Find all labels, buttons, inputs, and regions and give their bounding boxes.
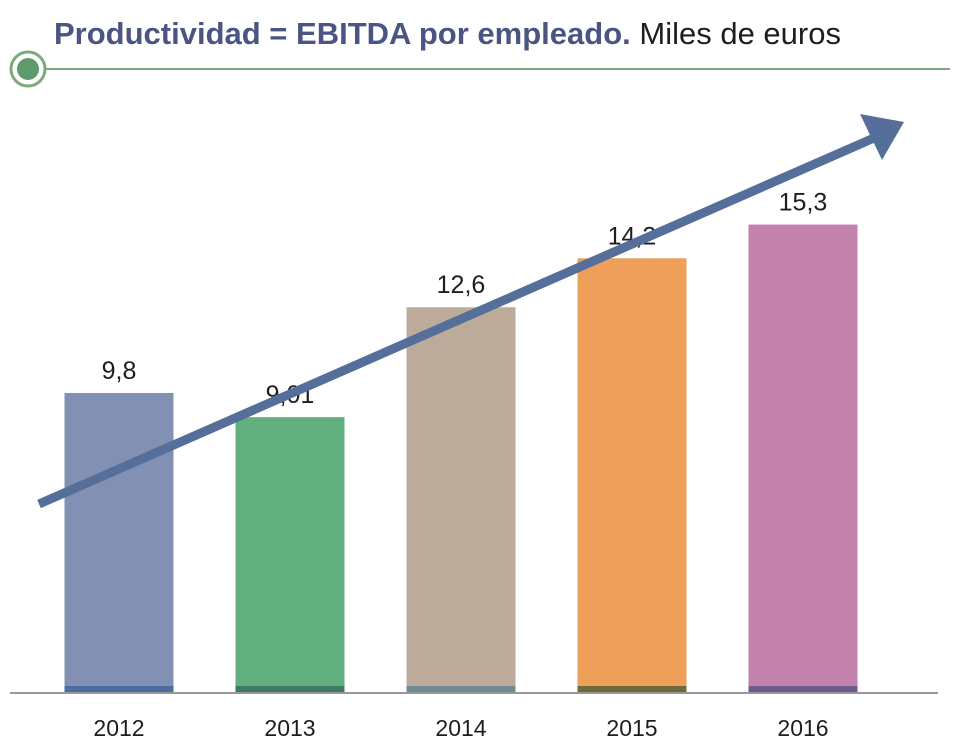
x-tick-label-2012: 2012 — [93, 715, 144, 741]
x-tick-label-2014: 2014 — [435, 715, 486, 741]
bar-base-2013 — [235, 686, 345, 693]
chart-title-units: Miles de euros — [639, 16, 841, 51]
bar-2013 — [235, 417, 345, 693]
bar-2014 — [406, 307, 516, 693]
trend-arrow-shaft — [37, 133, 876, 509]
bar-base-2014 — [406, 686, 516, 693]
bar-2012 — [64, 392, 174, 693]
x-tick-label-2015: 2015 — [606, 715, 657, 741]
chart-title-bold: Productividad = EBITDA por empleado. — [54, 16, 631, 51]
x-tick-labels-group: 2012 2013 2014 2015 2016 — [93, 715, 828, 741]
bar-2015 — [577, 258, 687, 693]
trend-arrow-head-icon — [860, 114, 904, 160]
x-tick-label-2013: 2013 — [264, 715, 315, 741]
chart-title: Productividad = EBITDA por empleado. Mil… — [54, 14, 841, 54]
value-label-2012: 9,8 — [102, 357, 137, 385]
title-decoration — [9, 50, 950, 88]
bars-group — [64, 224, 858, 694]
bar-base-2016 — [748, 686, 858, 693]
bar-base-2012 — [64, 686, 174, 693]
value-label-2014: 12,6 — [437, 271, 486, 299]
x-tick-label-2016: 2016 — [777, 715, 828, 741]
value-label-2016: 15,3 — [779, 189, 828, 217]
trend-arrow — [37, 114, 904, 509]
title-marker-icon — [17, 58, 39, 80]
bar-base-2015 — [577, 686, 687, 693]
bar-2016 — [748, 224, 858, 694]
